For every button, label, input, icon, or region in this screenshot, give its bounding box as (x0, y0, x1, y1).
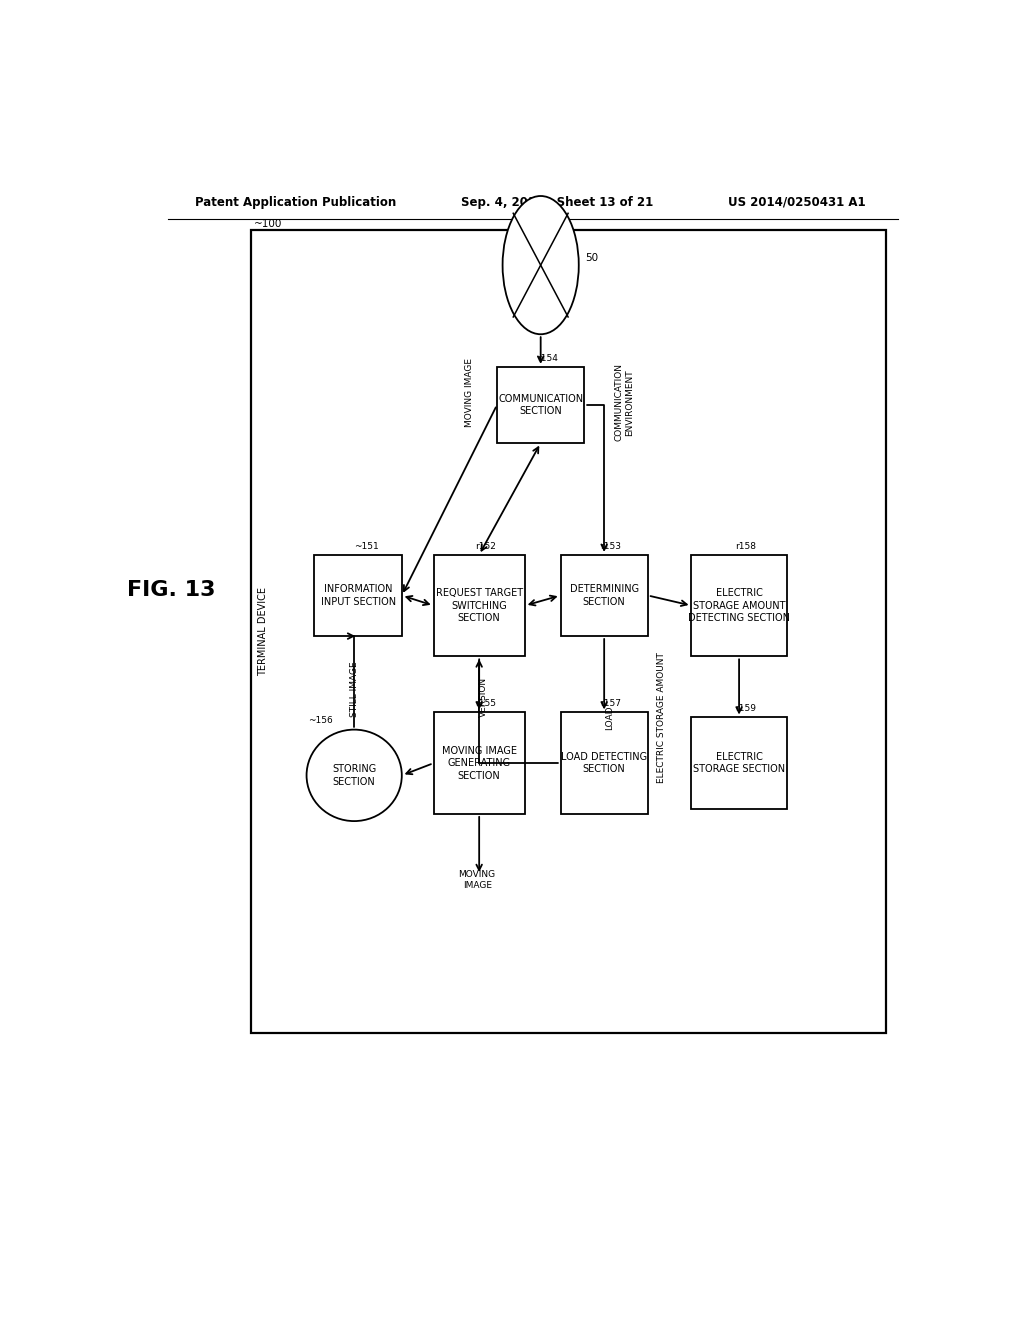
Bar (314, 554, 401, 636)
Text: r155: r155 (475, 700, 497, 709)
Text: Sep. 4, 2014   Sheet 13 of 21: Sep. 4, 2014 Sheet 13 of 21 (461, 195, 653, 209)
Text: 50: 50 (585, 253, 598, 263)
Text: US 2014/0250431 A1: US 2014/0250431 A1 (728, 195, 866, 209)
Text: LOAD: LOAD (605, 705, 614, 730)
Text: MOVING IMAGE
GENERATING
SECTION: MOVING IMAGE GENERATING SECTION (441, 746, 517, 780)
Bar (560, 554, 648, 636)
Text: INFORMATION
INPUT SECTION: INFORMATION INPUT SECTION (321, 585, 395, 607)
Text: r159: r159 (735, 705, 756, 713)
Text: DETERMINING
SECTION: DETERMINING SECTION (569, 585, 639, 607)
Text: ELECTRIC
STORAGE AMOUNT
DETECTING SECTION: ELECTRIC STORAGE AMOUNT DETECTING SECTIO… (688, 589, 791, 623)
Bar (433, 713, 524, 814)
Ellipse shape (503, 195, 579, 334)
Text: r157: r157 (600, 700, 622, 709)
Bar (497, 367, 585, 444)
Bar (251, 230, 886, 1032)
Text: r153: r153 (600, 541, 622, 550)
Bar (560, 713, 648, 814)
Text: STILL IMAGE: STILL IMAGE (349, 661, 358, 717)
Text: r154: r154 (537, 354, 558, 363)
Bar (433, 554, 524, 656)
Text: ELECTRIC STORAGE AMOUNT: ELECTRIC STORAGE AMOUNT (656, 652, 666, 783)
Text: COMMUNICATION
ENVIRONMENT: COMMUNICATION ENVIRONMENT (614, 363, 634, 441)
Bar (691, 554, 786, 656)
Text: LOAD DETECTING
SECTION: LOAD DETECTING SECTION (561, 752, 647, 775)
Text: r152: r152 (475, 541, 496, 550)
Ellipse shape (306, 730, 401, 821)
Text: r158: r158 (735, 541, 756, 550)
Text: FIG. 13: FIG. 13 (127, 581, 216, 601)
Text: Patent Application Publication: Patent Application Publication (196, 195, 396, 209)
Text: MOVING
IMAGE: MOVING IMAGE (459, 870, 496, 890)
Text: TERMINAL DEVICE: TERMINAL DEVICE (258, 586, 268, 676)
Text: ~100: ~100 (253, 219, 282, 230)
Text: ~151: ~151 (354, 541, 379, 550)
Text: MOVING IMAGE: MOVING IMAGE (465, 358, 474, 426)
Text: VERSION: VERSION (479, 677, 488, 717)
Text: ~156: ~156 (308, 715, 333, 725)
Text: ELECTRIC
STORAGE SECTION: ELECTRIC STORAGE SECTION (693, 752, 785, 775)
Text: COMMUNICATION
SECTION: COMMUNICATION SECTION (498, 393, 584, 416)
Bar (691, 718, 786, 809)
Text: STORING
SECTION: STORING SECTION (332, 764, 376, 787)
Text: REQUEST TARGET
SWITCHING
SECTION: REQUEST TARGET SWITCHING SECTION (435, 589, 522, 623)
